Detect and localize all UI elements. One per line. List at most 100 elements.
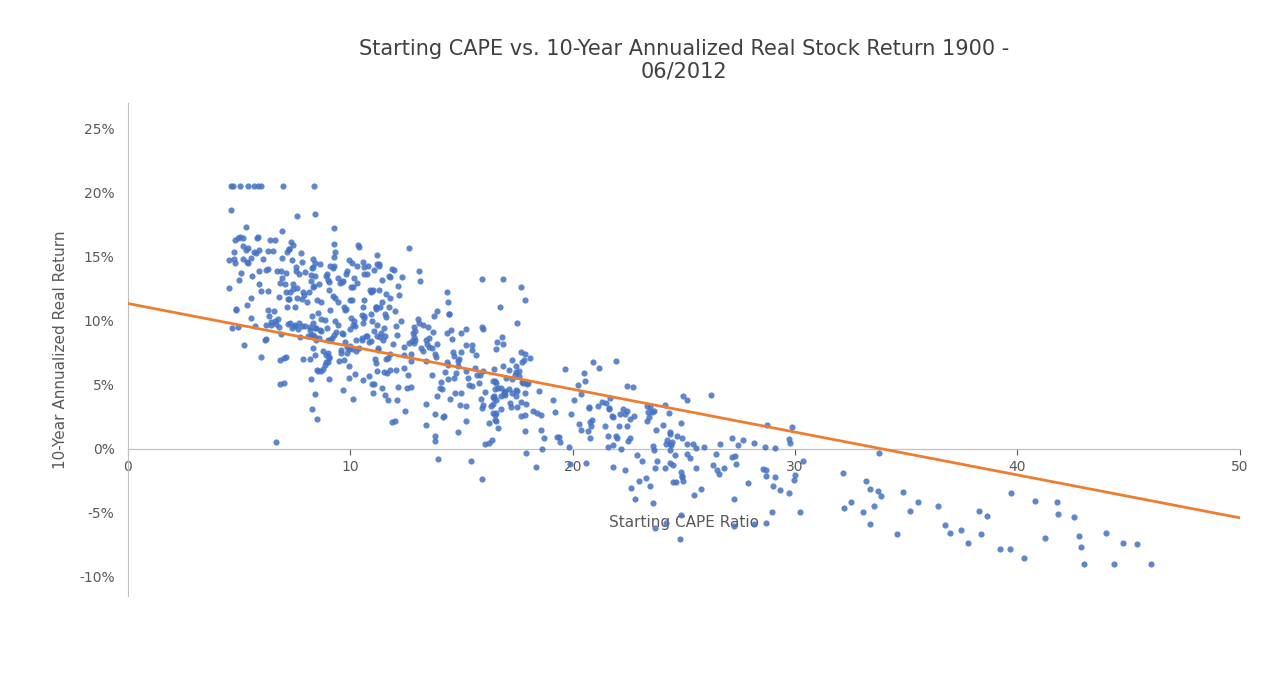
- Point: [391, 316, 412, 327]
- Point: [424, 349, 445, 360]
- Point: [515, 388, 535, 399]
- Point: [275, 353, 295, 364]
- Point: [284, 321, 304, 332]
- Point: [529, 386, 550, 397]
- Point: [659, 458, 680, 469]
- Point: [561, 408, 581, 419]
- Point: [358, 260, 378, 271]
- Point: [429, 382, 450, 393]
- Point: [744, 437, 764, 448]
- Point: [242, 252, 262, 263]
- Point: [268, 321, 289, 332]
- Point: [1141, 558, 1162, 569]
- Point: [446, 367, 466, 378]
- Point: [277, 247, 298, 258]
- Point: [360, 309, 381, 320]
- Point: [256, 320, 276, 331]
- Point: [323, 290, 344, 301]
- Point: [277, 301, 298, 312]
- Point: [971, 528, 992, 539]
- Point: [277, 319, 298, 330]
- Point: [487, 337, 507, 348]
- Point: [233, 253, 253, 264]
- Point: [300, 275, 321, 286]
- Point: [354, 294, 374, 305]
- Point: [579, 416, 599, 427]
- Point: [694, 442, 714, 453]
- Point: [677, 438, 698, 449]
- Point: [271, 265, 291, 276]
- Point: [437, 327, 458, 338]
- Point: [346, 346, 367, 357]
- Point: [413, 319, 433, 330]
- Point: [509, 366, 529, 377]
- Point: [291, 247, 312, 258]
- Point: [325, 292, 345, 303]
- Point: [757, 517, 777, 528]
- Point: [308, 366, 328, 377]
- Point: [386, 364, 406, 375]
- Point: [288, 323, 308, 334]
- Point: [427, 306, 447, 316]
- Point: [644, 406, 665, 416]
- Point: [376, 288, 396, 299]
- Point: [318, 356, 339, 367]
- Point: [762, 506, 782, 517]
- Point: [303, 282, 323, 292]
- Point: [291, 257, 312, 268]
- Point: [343, 282, 363, 293]
- Point: [405, 325, 426, 336]
- Point: [230, 267, 250, 278]
- Point: [592, 397, 612, 408]
- Point: [276, 351, 296, 362]
- Point: [332, 275, 353, 286]
- Y-axis label: 10-Year Annualized Real Return: 10-Year Annualized Real Return: [52, 230, 68, 469]
- Point: [286, 261, 307, 272]
- Point: [298, 330, 318, 341]
- Point: [341, 282, 362, 292]
- Point: [268, 313, 289, 324]
- Point: [385, 415, 405, 426]
- Point: [224, 253, 244, 264]
- Point: [244, 247, 265, 258]
- Point: [613, 403, 634, 414]
- Point: [726, 459, 746, 470]
- Point: [408, 314, 428, 325]
- Point: [472, 473, 492, 484]
- Point: [502, 355, 523, 366]
- Point: [276, 267, 296, 278]
- Point: [221, 204, 242, 215]
- Point: [364, 379, 385, 390]
- Point: [483, 376, 504, 387]
- Point: [470, 394, 491, 405]
- Point: [642, 406, 662, 417]
- Point: [939, 527, 960, 538]
- Point: [520, 353, 541, 364]
- Point: [581, 414, 602, 425]
- Point: [659, 428, 680, 439]
- Point: [311, 297, 331, 308]
- Point: [367, 330, 387, 341]
- Point: [602, 411, 622, 422]
- Title: Starting CAPE vs. 10-Year Annualized Real Stock Return 1900 -
06/2012: Starting CAPE vs. 10-Year Annualized Rea…: [359, 38, 1008, 82]
- Point: [336, 347, 357, 358]
- Point: [339, 373, 359, 384]
- Point: [372, 274, 392, 285]
- Point: [732, 435, 753, 446]
- Point: [607, 432, 627, 443]
- Point: [335, 304, 355, 315]
- Point: [656, 438, 676, 449]
- Point: [624, 411, 644, 422]
- Point: [647, 456, 667, 466]
- Point: [359, 337, 380, 348]
- Point: [569, 418, 589, 429]
- Point: [316, 314, 336, 325]
- Point: [725, 451, 745, 462]
- Point: [491, 403, 511, 414]
- Point: [304, 281, 325, 292]
- Point: [321, 335, 341, 346]
- Point: [463, 380, 483, 391]
- Point: [249, 266, 270, 277]
- Point: [656, 462, 676, 473]
- Point: [451, 347, 472, 358]
